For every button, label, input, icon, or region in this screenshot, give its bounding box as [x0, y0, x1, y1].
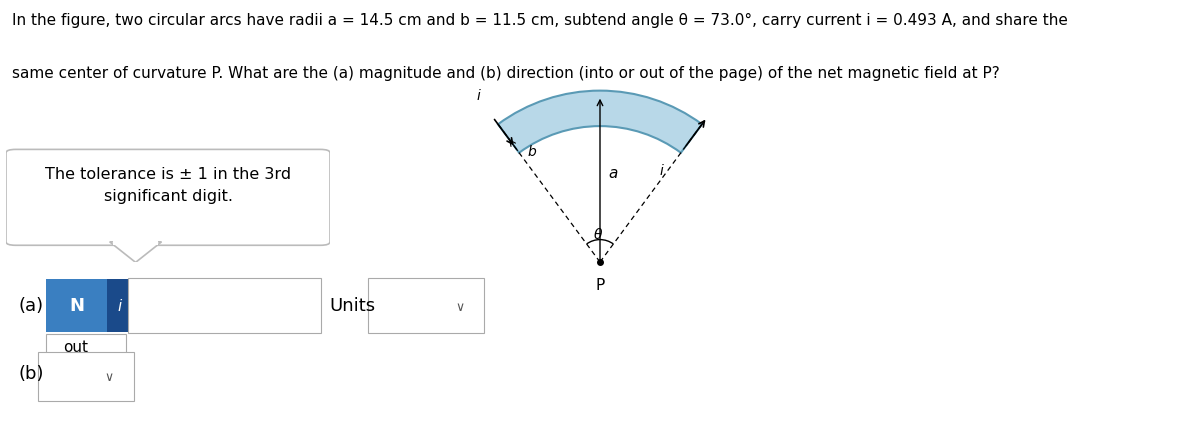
Wedge shape — [498, 92, 702, 153]
Text: Units: Units — [329, 297, 376, 315]
FancyBboxPatch shape — [107, 280, 132, 333]
Text: N: N — [68, 297, 84, 315]
Text: out: out — [64, 340, 88, 355]
FancyBboxPatch shape — [38, 353, 134, 402]
FancyBboxPatch shape — [127, 279, 320, 334]
FancyBboxPatch shape — [47, 280, 107, 333]
Text: (a): (a) — [18, 297, 43, 315]
Polygon shape — [109, 242, 162, 263]
Text: ∨: ∨ — [456, 300, 464, 313]
FancyBboxPatch shape — [368, 279, 484, 334]
Text: In the figure, two circular arcs have radii a = 14.5 cm and b = 11.5 cm, subtend: In the figure, two circular arcs have ra… — [12, 13, 1068, 28]
Text: same center of curvature P. What are the (a) magnitude and (b) direction (into o: same center of curvature P. What are the… — [12, 66, 1000, 81]
FancyBboxPatch shape — [47, 335, 126, 392]
Polygon shape — [113, 240, 158, 246]
Text: $a$: $a$ — [608, 166, 619, 181]
Text: i: i — [118, 298, 121, 313]
Text: $i$: $i$ — [476, 88, 482, 102]
Text: $b$: $b$ — [528, 144, 538, 159]
Text: ∨: ∨ — [104, 371, 114, 384]
FancyBboxPatch shape — [6, 150, 330, 246]
Text: $\theta$: $\theta$ — [593, 227, 602, 242]
Text: P: P — [595, 278, 605, 293]
Text: The tolerance is ± 1 in the 3rd
significant digit.: The tolerance is ± 1 in the 3rd signific… — [44, 167, 292, 204]
Text: in: in — [64, 364, 77, 379]
Text: (b): (b) — [18, 364, 44, 382]
Text: $i$: $i$ — [659, 162, 665, 177]
